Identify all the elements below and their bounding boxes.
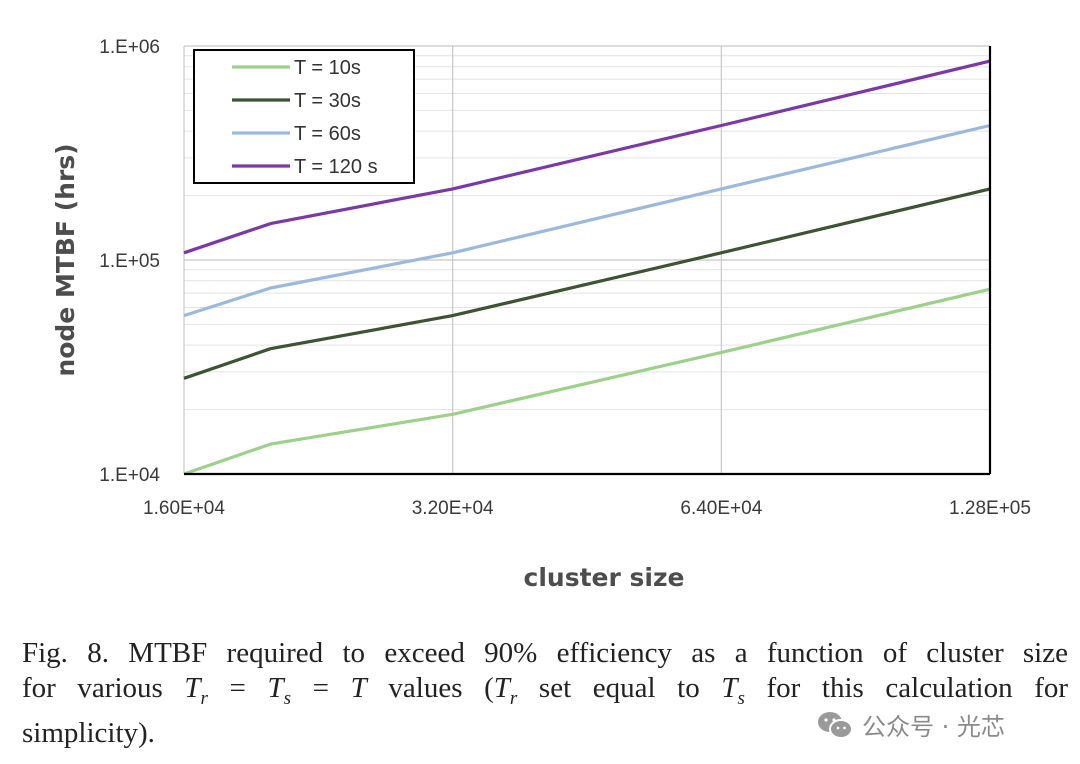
caption-line-3: simplicity). xyxy=(22,716,155,749)
legend-label-1: T = 10s xyxy=(294,57,361,79)
legend-box xyxy=(193,49,415,184)
series-group xyxy=(183,59,991,476)
series-line-3 xyxy=(183,123,991,318)
y-tick-label: 1.E+04 xyxy=(99,465,160,486)
legend: T = 10s T = 30s T = 60s T = 120 s xyxy=(193,49,415,184)
y-axis-title: node MTBF (hrs) xyxy=(51,143,80,376)
watermark: 公众号 · 光芯 xyxy=(816,707,1005,742)
figure-caption: Fig. 8. MTBF required to exceed 90% effi… xyxy=(22,636,1068,751)
caption-line-2: for various Tr = Ts = T values (Tr set e… xyxy=(22,672,1069,709)
legend-label-4: T = 120 s xyxy=(294,156,378,178)
tick-labels: 1.60E+04 3.20E+04 6.40E+04 1.28E+05 1.E+04 1.… xyxy=(99,37,1031,519)
watermark-text: 公众号 · 光芯 xyxy=(862,713,1005,741)
caption-line-1: Fig. 8. MTBF required to exceed 90% effi… xyxy=(22,637,1068,669)
mtbf-chart: 1.60E+04 3.20E+04 6.40E+04 1.28E+05 1.E+04 1.… xyxy=(51,37,1031,592)
series-line-2 xyxy=(183,187,991,380)
wechat-icon xyxy=(818,711,853,739)
x-tick-label: 3.20E+04 xyxy=(412,498,494,519)
series-line-1 xyxy=(183,287,991,476)
legend-label-2: T = 30s xyxy=(294,90,361,112)
y-tick-label: 1.E+05 xyxy=(99,251,160,272)
x-axis-title: cluster size xyxy=(524,563,685,592)
y-tick-label: 1.E+06 xyxy=(99,37,160,58)
legend-label-3: T = 60s xyxy=(294,123,361,145)
series-line-4 xyxy=(183,59,991,255)
plot-frame xyxy=(184,46,992,476)
x-tick-label: 1.60E+04 xyxy=(143,498,225,519)
x-tick-label: 1.28E+05 xyxy=(949,498,1031,519)
x-tick-label: 6.40E+04 xyxy=(680,498,762,519)
